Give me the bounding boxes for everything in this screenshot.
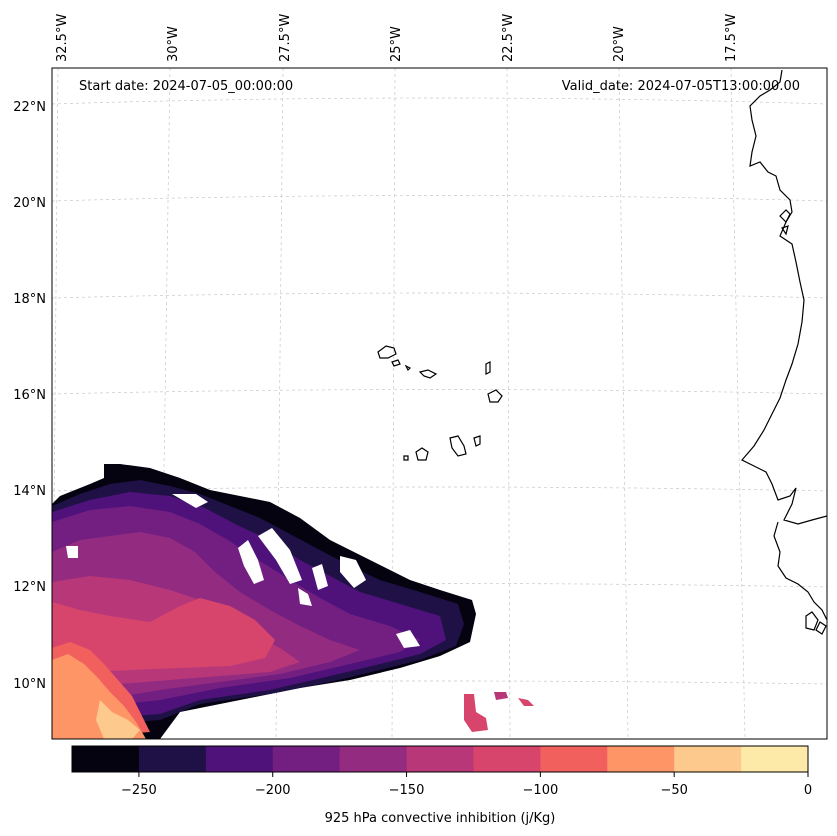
lat-label-22n: 22°N [13, 100, 46, 115]
coastline-bijagos [805, 611, 827, 635]
lon-label-30w: 30°W [166, 26, 181, 62]
lon-label-22-5w: 22.5°W [501, 14, 516, 62]
coastline-africa [741, 69, 827, 525]
colorbar-swatches [72, 746, 809, 772]
colorbar-swatch-10 [741, 746, 809, 772]
colorbar-tick-label-neg100: −100 [523, 783, 559, 798]
colorbar-ticks [138, 772, 809, 777]
island-santo-antao [377, 345, 397, 359]
lon-label-17-5w: 17.5°W [724, 14, 739, 62]
cin-gap-1 [172, 494, 208, 508]
cin-gap-2 [238, 540, 264, 584]
cin-band-pink [52, 598, 275, 680]
coastline-africa-south [773, 521, 827, 621]
island-boa-vista [487, 389, 503, 403]
cin-band-light-orange [96, 700, 140, 739]
colorbar-swatch-2 [205, 746, 274, 772]
colorbar-swatch-3 [272, 746, 341, 772]
colorbar-tick-label-neg200: −200 [255, 783, 291, 798]
valid-date-text: Valid_date: 2024-07-05T13:00:00.00 [562, 79, 800, 94]
island-brava [403, 455, 409, 461]
lon-label-20w: 20°W [612, 26, 627, 62]
gridline-lat-18 [52, 292, 827, 299]
longitude-labels: 32.5°W 30°W 27.5°W 25°W 22.5°W 20°W 17.5… [55, 14, 739, 62]
cin-contours [52, 464, 534, 739]
map-plot-area [52, 68, 827, 739]
colorbar-swatch-7 [540, 746, 608, 772]
gridline-lat-16 [52, 389, 827, 395]
gridline-lon-17-5 [730, 68, 746, 739]
gridline-lon-20 [618, 68, 629, 739]
lon-label-25w: 25°W [389, 26, 404, 62]
colorbar-tick-label-neg150: −150 [389, 783, 425, 798]
cin-gap-5 [340, 556, 366, 588]
cin-blob-south-2 [494, 692, 508, 700]
lat-label-12n: 12°N [13, 580, 46, 595]
island-santa-luzia [404, 364, 412, 372]
colorbar-swatch-4 [339, 746, 408, 772]
colorbar-swatch-5 [406, 746, 474, 772]
gridline-lat-22 [52, 97, 827, 105]
colorbar-tick-label-neg50: −50 [660, 783, 687, 798]
latitude-labels: 22°N 20°N 18°N 16°N 14°N 12°N 10°N [13, 100, 46, 692]
lon-label-32-5w: 32.5°W [55, 14, 70, 62]
lat-label-20n: 20°N [13, 196, 46, 211]
colorbar-frame [71, 745, 809, 773]
island-sal [485, 361, 491, 375]
lon-label-27-5w: 27.5°W [278, 14, 293, 62]
gridline-lat-20 [52, 195, 827, 202]
coastline-canary-small [779, 209, 791, 236]
colorbar-title: 925 hPa convective inhibition (j/Kg) [325, 811, 556, 826]
colorbar: −250 −200 −150 −100 −50 0 925 hPa convec… [71, 745, 812, 826]
cin-gap-4 [312, 564, 328, 590]
colorbar-swatch-6 [473, 746, 541, 772]
lat-label-16n: 16°N [13, 388, 46, 403]
cin-blob-south-1 [464, 694, 488, 732]
lat-label-14n: 14°N [13, 484, 46, 499]
island-sao-vicente [391, 359, 401, 367]
start-date-text: Start date: 2024-07-05_00:00:00 [79, 79, 293, 94]
island-maio [473, 435, 481, 447]
island-sao-nicolau [418, 369, 438, 379]
cin-gap-3 [258, 528, 302, 584]
lat-label-18n: 18°N [13, 292, 46, 307]
colorbar-swatch-9 [674, 746, 742, 772]
cin-gap-7 [298, 588, 312, 606]
colorbar-swatch-1 [138, 746, 207, 772]
colorbar-swatch-8 [607, 746, 675, 772]
map-frame [51, 67, 828, 740]
cin-blob-south-3 [518, 698, 534, 706]
colorbar-tick-label-0: 0 [804, 783, 812, 798]
colorbar-tick-label-neg250: −250 [121, 783, 157, 798]
coastlines [377, 69, 827, 635]
cin-gap-8 [396, 630, 420, 648]
cin-gap-6 [66, 546, 78, 558]
island-santiago [449, 435, 467, 457]
island-fogo [415, 447, 429, 461]
gridline-lon-22-5 [506, 68, 511, 739]
colorbar-swatch-0 [72, 746, 140, 772]
lat-label-10n: 10°N [13, 677, 46, 692]
